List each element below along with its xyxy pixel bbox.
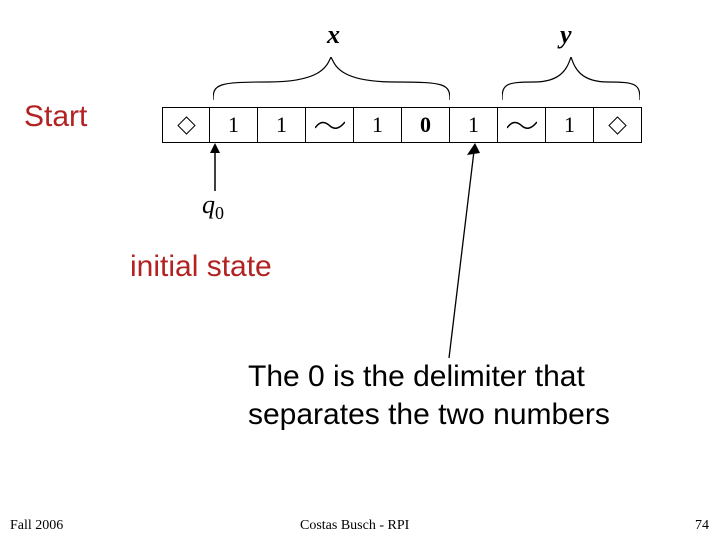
turing-tape: 1 1 1 0 1 1 xyxy=(162,107,642,143)
tape-cell: 1 xyxy=(258,108,306,142)
delimiter-line1: The 0 is the delimiter that xyxy=(248,360,585,394)
tape-cell: 1 xyxy=(210,108,258,142)
tape-cell: 1 xyxy=(354,108,402,142)
tape-cell xyxy=(594,108,642,142)
start-label: Start xyxy=(24,100,87,134)
ellipsis-icon xyxy=(507,118,537,132)
ellipsis-icon xyxy=(315,118,345,132)
blank-icon xyxy=(608,116,626,134)
delimiter-line2: separates the two numbers xyxy=(248,398,610,432)
blank-icon xyxy=(177,116,195,134)
footer-left: Fall 2006 xyxy=(10,518,63,534)
y-label: y xyxy=(560,20,572,50)
brace-y xyxy=(502,57,640,102)
zero-arrow xyxy=(440,143,500,363)
tape-cell: 0 xyxy=(402,108,450,142)
q0-sub: 0 xyxy=(215,203,224,223)
tape-cell xyxy=(498,108,546,142)
q0-label: q0 xyxy=(202,190,224,224)
q0-arrow xyxy=(207,143,223,193)
footer-center: Costas Busch - RPI xyxy=(300,518,409,534)
x-label: x xyxy=(327,20,340,50)
tape-cell: 1 xyxy=(546,108,594,142)
brace-x xyxy=(213,57,450,102)
tape-cell xyxy=(306,108,354,142)
footer-right: 74 xyxy=(695,518,709,534)
q0-letter: q xyxy=(202,190,215,219)
tape-cell: 1 xyxy=(450,108,498,142)
tape-cell xyxy=(162,108,210,142)
initial-state-label: initial state xyxy=(130,250,272,284)
